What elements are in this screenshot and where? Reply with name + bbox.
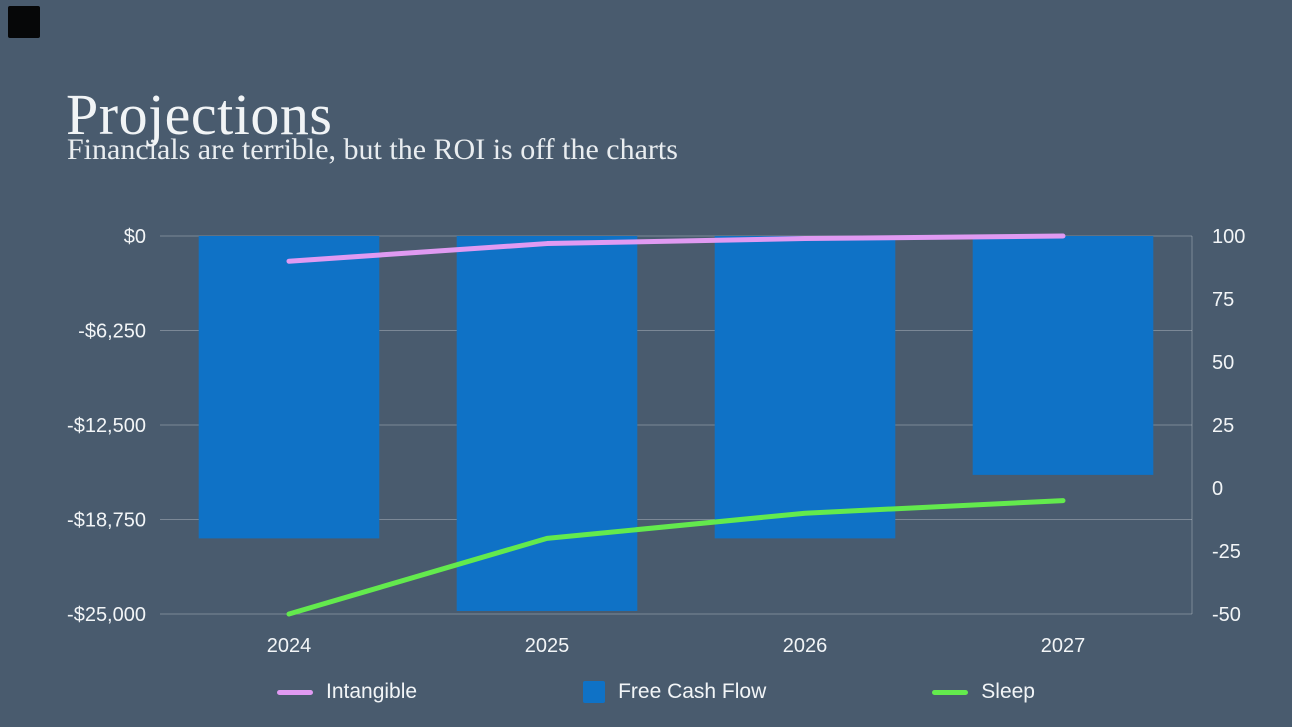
sleep-line-swatch [932, 689, 969, 695]
line-sleep [286, 498, 1066, 617]
legend-label-sleep: Sleep [981, 680, 1035, 703]
right-axis-tick-label: 100 [1212, 226, 1245, 248]
x-axis-category-label: 2024 [267, 635, 312, 657]
intangible-line-swatch [277, 689, 313, 695]
chart-legend: Intangible Free Cash Flow Sleep [277, 680, 1035, 704]
legend-label-free-cash-flow: Free Cash Flow [618, 680, 767, 703]
x-axis-category-label: 2026 [783, 635, 828, 657]
x-axis-category-label: 2027 [1041, 635, 1086, 657]
x-axis-category-label: 2025 [525, 635, 570, 657]
left-axis-tick-label: -$25,000 [67, 604, 146, 626]
legend-item-intangible: Intangible [277, 680, 417, 704]
right-axis-tick-label: -25 [1212, 541, 1241, 563]
left-axis-tick-label: -$18,750 [67, 510, 146, 532]
legend-item-free-cash-flow: Free Cash Flow [583, 680, 766, 704]
right-axis-tick-label: 75 [1212, 289, 1234, 311]
bar-free-cash-flow [972, 236, 1154, 475]
right-axis-tick-label: -50 [1212, 604, 1241, 626]
left-axis-tick-label: -$12,500 [67, 415, 146, 437]
legend-label-intangible: Intangible [326, 680, 418, 703]
page-subtitle: Financials are terrible, but the ROI is … [67, 133, 678, 166]
legend-item-sleep: Sleep [932, 680, 1035, 704]
page-title: Projections [66, 81, 333, 147]
bar-free-cash-flow [456, 236, 638, 611]
left-axis-tick-label: $0 [124, 226, 146, 248]
right-axis-tick-label: 50 [1212, 352, 1234, 374]
free-cash-flow-swatch [583, 681, 606, 703]
left-axis-tick-label: -$6,250 [78, 321, 146, 343]
corner-square [8, 6, 40, 38]
right-axis-tick-label: 0 [1212, 478, 1223, 500]
right-axis-tick-label: 25 [1212, 415, 1234, 437]
line-intangible [286, 233, 1066, 264]
bar-free-cash-flow [714, 236, 896, 539]
bar-free-cash-flow [198, 236, 380, 539]
